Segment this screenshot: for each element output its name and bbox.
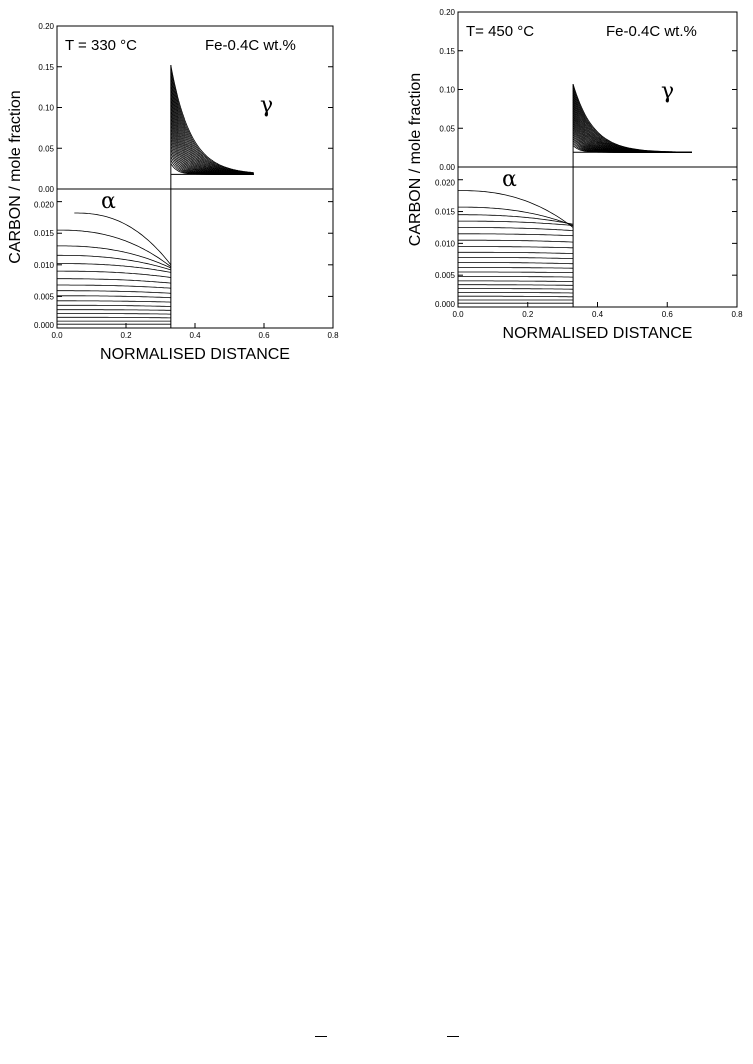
footer-dash-right	[447, 1036, 459, 1037]
ferrite-profile-curve	[57, 300, 171, 303]
y-tick-label-ferrite: 0.010	[34, 261, 55, 270]
austenite-profile-curve	[170, 79, 254, 174]
ferrite-profile-curve	[57, 245, 171, 269]
y-tick-label-ferrite: 0.005	[34, 292, 55, 301]
y-tick-label-austenite: 0.20	[439, 8, 455, 17]
y-tick-label-austenite: 0.15	[38, 63, 54, 72]
x-tick-label: 0.6	[258, 331, 270, 340]
y-tick-label-ferrite: 0.010	[435, 239, 456, 248]
ferrite-profile-curve	[458, 251, 574, 254]
ferrite-profile-curve	[458, 246, 574, 249]
x-tick-label: 0.4	[592, 310, 604, 319]
ferrite-profile-curve	[458, 206, 574, 226]
y-tick-label-ferrite: 0.000	[435, 300, 456, 309]
ferrite-profile-curve	[458, 190, 574, 228]
ferrite-profile-curve	[458, 214, 574, 225]
ferrite-profile-curve	[458, 220, 574, 226]
y-tick-label-austenite: 0.05	[439, 124, 455, 133]
y-axis-title: CARBON / mole fraction	[7, 90, 24, 263]
austenite-gamma-label: γ	[260, 93, 273, 118]
chart-450C: 0.00 0.05 0.10 0.15 0.20 0.000 0.005 0.010 0.015…	[407, 8, 743, 342]
ferrite-profile-curve	[458, 227, 574, 231]
y-tick-label-austenite: 0.20	[38, 22, 54, 31]
ferrite-profile-curve	[458, 267, 574, 269]
y-tick-label-austenite: 0.05	[38, 144, 54, 153]
x-axis-title: NORMALISED DISTANCE	[100, 346, 290, 363]
x-tick-label: 0.2	[120, 331, 132, 340]
ferrite-profile-curve	[458, 292, 574, 294]
x-tick-label: 0.6	[662, 310, 674, 319]
y-tick-label-ferrite: 0.000	[34, 321, 55, 330]
plot-area: 0.00 0.05 0.10 0.15 0.20 0.000 0.005 0.010 0.015…	[7, 22, 339, 363]
austenite-profile-curve	[572, 83, 692, 153]
ferrite-profile-curve	[57, 290, 171, 294]
ferrite-profile-curve	[57, 313, 171, 315]
x-axis-title: NORMALISED DISTANCE	[503, 325, 693, 342]
ferrite-profile-curve	[57, 254, 171, 271]
x-tick-label: 0.8	[327, 331, 339, 340]
y-tick-label-austenite: 0.15	[439, 47, 455, 56]
x-tick-label: 0.4	[189, 331, 201, 340]
ferrite-profile-curve	[458, 288, 574, 290]
ferrite-profile-curve	[57, 263, 171, 273]
ferrite-profile-curve	[458, 295, 574, 298]
y-tick-label-ferrite: 0.005	[435, 271, 456, 280]
ferrite-profile-curve	[458, 257, 574, 259]
ferrite-profile-curve	[458, 276, 574, 278]
ferrite-alpha-label: α	[502, 167, 517, 192]
ferrite-profile-curve	[74, 212, 172, 266]
ferrite-profile-curve	[458, 271, 574, 273]
ferrite-profile-curve	[458, 280, 574, 282]
ferrite-profile-curve	[57, 309, 171, 311]
ferrite-profile-curve	[458, 239, 574, 243]
y-tick-label-ferrite: 0.020	[435, 179, 456, 188]
ferrite-profile-curve	[458, 262, 574, 265]
ferrite-panel-frame	[56, 188, 334, 329]
y-axis-title: CARBON / mole fraction	[407, 73, 424, 246]
ferrite-profile-curve	[57, 270, 171, 278]
y-tick-label-austenite: 0.00	[38, 185, 54, 194]
y-tick-label-ferrite: 0.015	[435, 208, 456, 217]
x-tick-label: 0.8	[731, 310, 743, 319]
x-tick-label: 0.2	[522, 310, 534, 319]
alloy-label: Fe-0.4C wt.%	[205, 37, 296, 54]
y-tick-label-austenite: 0.10	[38, 104, 54, 113]
temperature-label: T= 450 °C	[466, 23, 534, 40]
y-tick-label-ferrite: 0.015	[34, 229, 55, 238]
ferrite-profile-curve	[57, 295, 171, 299]
ferrite-alpha-label: α	[101, 189, 116, 214]
plot-area: 0.00 0.05 0.10 0.15 0.20 0.000 0.005 0.010 0.015…	[407, 8, 743, 342]
chart-330C: 0.00 0.05 0.10 0.15 0.20 0.000 0.005 0.010 0.015…	[7, 22, 339, 363]
ferrite-profile-curve	[57, 229, 172, 268]
x-tick-label: 0.0	[452, 310, 464, 319]
ferrite-profile-curve	[458, 284, 574, 286]
y-tick-label-austenite: 0.10	[439, 86, 455, 95]
y-tick-label-ferrite: 0.020	[34, 201, 55, 210]
austenite-gamma-label: γ	[661, 79, 674, 104]
ferrite-profile-curve	[57, 304, 171, 307]
footer-dash-left	[315, 1036, 327, 1037]
ferrite-panel-frame	[457, 166, 738, 308]
austenite-profile-curve	[170, 65, 254, 173]
y-tick-label-austenite: 0.00	[439, 163, 455, 172]
ferrite-profile-curve	[57, 284, 171, 289]
ferrite-profile-curve	[458, 233, 574, 237]
x-tick-label: 0.0	[51, 331, 63, 340]
ferrite-profile-curve	[57, 316, 171, 319]
ferrite-profile-curve	[57, 278, 171, 284]
alloy-label: Fe-0.4C wt.%	[606, 23, 697, 40]
temperature-label: T = 330 °C	[65, 37, 137, 54]
